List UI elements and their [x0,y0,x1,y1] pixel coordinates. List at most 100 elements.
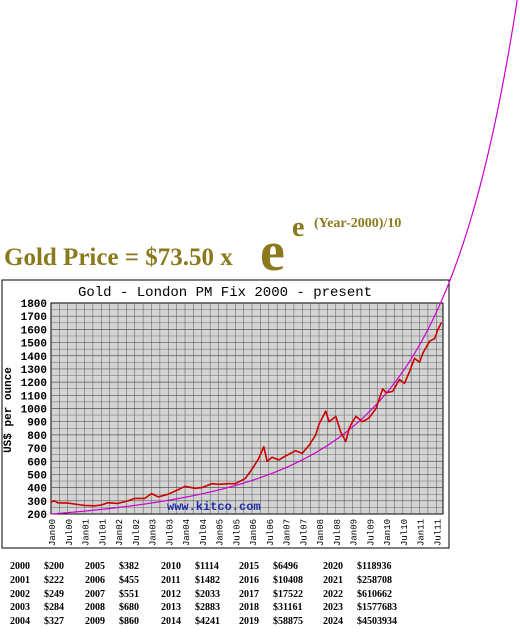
model-curve [51,0,518,515]
y-tick-label: 1000 [21,405,47,417]
projection-row: 2011 $1482 [161,574,220,588]
gold-price-point [234,483,236,485]
projection-year: 2006 [85,574,105,586]
gold-price-point [361,421,364,423]
projection-row: 2020 $118936 [323,560,397,574]
projection-row: 2005 $382 [85,560,139,574]
projection-year: 2015 [239,561,259,572]
y-tick-label: 400 [27,484,47,496]
projection-year: 2019 [239,616,259,628]
projection-row: 2017 $17522 [239,588,303,602]
projection-column: 2020 $118936 2021 $258708 2022 $610662 2023 $15… [323,560,397,629]
y-tick-label: 1700 [21,312,47,324]
projection-price: $860 [119,616,139,628]
projection-price: $551 [119,588,139,600]
projection-year: 2017 [239,588,259,600]
y-tick-label: 500 [27,470,47,482]
x-tick-label: Jul09 [366,519,376,546]
gold-price-point [117,502,119,505]
projection-year: 2016 [239,574,259,586]
projection-year: 2007 [85,588,105,600]
gold-price-point [184,485,186,487]
gold-price-point [422,352,424,354]
x-tick-label: Jan01 [82,519,92,546]
projection-year: 2005 [85,561,105,572]
projection-row: 2019 $58875 [239,615,303,629]
gold-price-point [413,357,416,359]
gold-price-point [134,497,136,500]
gold-price-point [50,501,52,503]
projection-row: 2009 $860 [85,615,139,629]
x-tick-label: Jan07 [283,519,293,546]
gold-price-point [345,440,347,443]
x-axis-ticks: Jan00 Jul00 Jan01 Jul01 Jan02 Jul02 Jan03 Jul03… [48,519,443,546]
gold-price-point [211,483,213,485]
x-tick-label: Jul06 [266,519,276,546]
series-group [50,0,518,515]
projection-year: 2022 [323,588,343,600]
x-tick-label: Jul11 [433,519,443,546]
projection-price: $31161 [273,602,303,614]
gold-price-point [53,500,55,502]
projection-price: $58875 [273,616,303,628]
projection-row: 2004 $327 [10,615,64,629]
projection-year: 2004 [10,616,30,628]
x-tick-label: Jul01 [98,519,108,546]
gold-price-point [408,370,411,373]
gold-price-point [227,483,230,485]
projection-row: 2007 $551 [85,588,139,602]
gold-price-point [157,496,159,498]
gold-price-point [127,500,129,502]
projection-column: 2000 $200 2001 $222 2002 $249 2003 $284 2004 $327 [10,560,64,629]
gold-price-point [308,444,310,447]
projection-row: 2021 $258708 [323,574,397,588]
projection-year: 2003 [10,602,30,614]
projection-price: $610662 [357,588,392,600]
projection-year: 2011 [161,574,181,586]
y-tick-label: 200 [27,510,47,522]
gold-price-point [57,502,59,504]
gold-price-point [440,322,442,324]
gold-price-point [355,415,357,418]
projection-row: 2015 $6496 [239,560,303,574]
projection-year: 2009 [85,616,105,628]
projection-price: $284 [44,602,64,614]
gold-price-point [150,492,153,495]
projection-column: 2005 $382 2006 $455 2007 $551 2008 $680 2009 $860 [85,560,139,629]
y-tick-label: 800 [27,431,47,443]
projection-price: $382 [119,561,139,572]
x-tick-label: Jul00 [65,519,75,546]
projection-row: 2010 $1114 [161,560,220,574]
x-tick-label: Jan10 [383,519,393,546]
projection-price: $17522 [273,588,303,600]
x-tick-label: Jan02 [115,519,125,546]
projection-year: 2001 [10,574,30,586]
x-tick-label: Jan08 [316,519,326,546]
y-tick-label: 1100 [21,391,47,403]
projection-price: $118936 [357,561,392,572]
gold-price-point [348,427,350,429]
projection-row: 2016 $10408 [239,574,303,588]
projection-year: 2013 [161,602,181,614]
projection-row: 2014 $4241 [161,615,220,629]
gold-price-point [351,421,354,423]
projection-price: $249 [44,588,64,600]
watermark: www.kitco.com [167,500,261,514]
projection-price: $2883 [195,602,220,614]
gold-price-point [437,328,439,330]
gold-price-point [83,504,86,507]
gold-price-point [398,378,401,381]
projection-price: $4241 [195,616,220,628]
projection-year: 2020 [323,561,343,572]
gold-price-point [325,410,327,412]
projection-year: 2014 [161,616,181,628]
projection-row: 2006 $455 [85,574,139,588]
gold-price-point [301,452,303,454]
gold-price-point [266,460,268,462]
gold-price-point [93,505,96,507]
projection-row: 2023 $1577683 [323,601,397,615]
projection-price: $455 [119,574,139,586]
y-tick-label: 1500 [21,339,47,351]
projection-row: 2013 $2883 [161,601,220,615]
